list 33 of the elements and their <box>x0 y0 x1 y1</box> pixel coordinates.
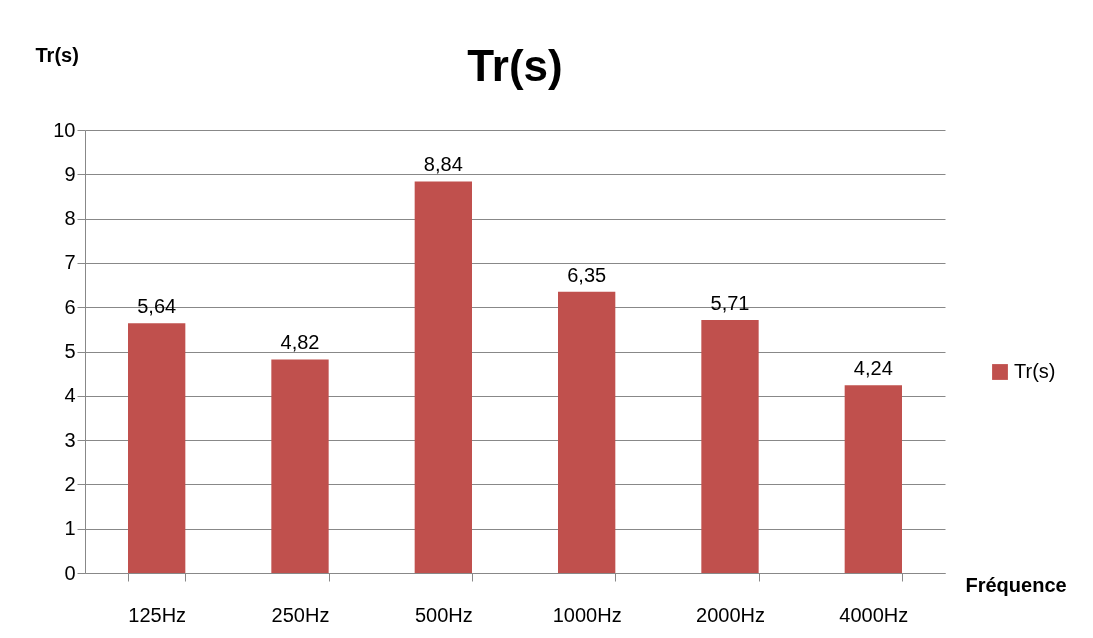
bar <box>414 181 472 573</box>
bar <box>844 385 902 573</box>
x-tick-label: 4000Hz <box>839 603 909 626</box>
bar <box>128 323 186 573</box>
y-tick-label: 2 <box>64 472 76 495</box>
chart-title: Tr(s) <box>467 41 563 90</box>
y-tick-label: 0 <box>64 561 76 584</box>
y-tick-label: 4 <box>64 384 76 407</box>
bar <box>701 320 759 573</box>
y-tick-label: 3 <box>64 428 76 451</box>
data-label: 6,35 <box>567 263 607 286</box>
data-label: 4,24 <box>853 357 893 380</box>
x-axis-title: Fréquence <box>965 573 1067 596</box>
x-tick-label: 125Hz <box>128 603 187 626</box>
data-label: 8,84 <box>423 153 463 176</box>
y-tick-label: 7 <box>64 251 76 274</box>
y-tick-label: 10 <box>53 118 76 141</box>
x-tick-label: 2000Hz <box>696 603 765 626</box>
y-tick-label: 5 <box>64 340 76 362</box>
x-tick-label: 250Hz <box>271 603 330 626</box>
data-label: 5,71 <box>710 292 750 315</box>
y-tick-label: 1 <box>64 517 76 540</box>
data-label: 4,82 <box>280 331 320 354</box>
bar <box>558 291 616 573</box>
y-tick-label: 8 <box>64 207 76 230</box>
legend-label: Tr(s) <box>1014 360 1056 382</box>
y-axis-title: Tr(s) <box>35 43 79 66</box>
y-tick-label: 6 <box>64 295 76 318</box>
bar <box>271 359 329 573</box>
y-tick-label: 9 <box>64 162 76 185</box>
data-label: 5,64 <box>137 295 177 318</box>
x-tick-label: 1000Hz <box>552 603 622 626</box>
x-tick-label: 500Hz <box>414 603 473 626</box>
